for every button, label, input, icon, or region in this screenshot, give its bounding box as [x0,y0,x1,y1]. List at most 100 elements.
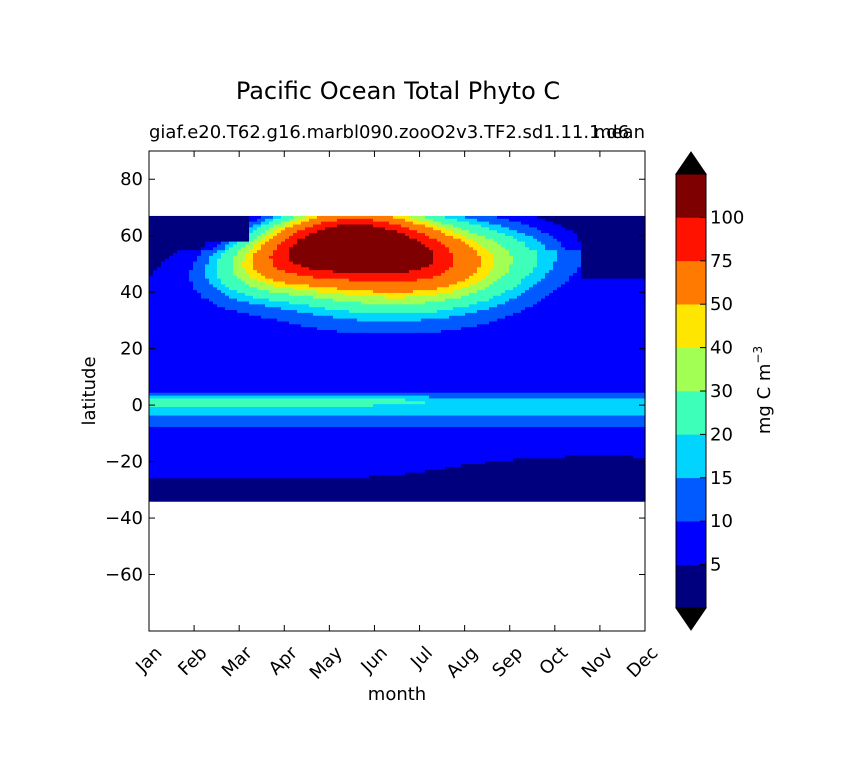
heatmap-cell [357,253,362,257]
heatmap-cell [541,218,546,223]
heatmap-cell [597,221,602,226]
heatmap-cell [549,287,554,291]
heatmap-cell [225,295,230,300]
heatmap-cell [213,241,218,246]
heatmap-cell [241,295,246,300]
heatmap-cell [217,238,222,243]
heatmap-cell [233,241,238,246]
heatmap-cell [289,284,294,288]
heatmap-cell [197,275,202,280]
heatmap-cell [629,267,634,271]
heatmap-cell [157,281,162,285]
heatmap-cell [461,250,466,254]
heatmap-cell [601,253,606,257]
heatmap-cell [529,278,534,283]
heatmap-cell [601,290,606,294]
heatmap-cell [437,275,442,280]
heatmap-cell [177,253,182,257]
heatmap-cell [593,250,598,254]
heatmap-cell [265,244,270,248]
heatmap-cell [369,244,374,248]
heatmap-cell [497,227,502,231]
heatmap-cell [157,298,162,303]
heatmap-cell [417,258,422,263]
heatmap-cell [497,290,502,294]
heatmap-cell [529,272,534,277]
heatmap-cell [457,290,462,294]
heatmap-cell [593,224,598,228]
heatmap-cell [533,253,538,257]
heatmap-cell [241,261,246,266]
heatmap-cell [569,284,574,288]
heatmap-cell [629,284,634,288]
heatmap-cell [433,215,438,220]
heatmap-cell [625,267,630,271]
heatmap-cell [241,255,246,260]
heatmap-cell [493,292,498,297]
heatmap-cell [489,227,494,231]
heatmap-cell [553,255,558,260]
heatmap-cell [173,281,178,285]
heatmap-cell [397,244,402,248]
heatmap-cell [189,287,194,291]
heatmap-cell [473,230,478,234]
heatmap-cell [445,287,450,291]
heatmap-cell [541,227,546,231]
heatmap-cell [385,250,390,254]
heatmap-cell [541,261,546,266]
heatmap-cell [357,233,362,237]
heatmap-cell [305,284,310,288]
heatmap-cell [585,253,590,257]
heatmap-cell [345,215,350,220]
heatmap-cell [473,218,478,223]
heatmap-cell [293,264,298,268]
heatmap-cell [157,261,162,266]
heatmap-cell [581,278,586,283]
heatmap-cell [265,247,270,251]
heatmap-cell [321,250,326,254]
heatmap-cell [417,275,422,280]
heatmap-cell [545,287,550,291]
heatmap-cell [501,215,506,220]
heatmap-cell [565,295,570,300]
heatmap-cell [625,292,630,297]
heatmap-cell [249,221,254,226]
heatmap-cell [173,238,178,243]
heatmap-cell [229,215,234,220]
heatmap-cell [357,255,362,260]
heatmap-cell [617,275,622,280]
heatmap-cell [625,264,630,268]
heatmap-cell [481,230,486,234]
chart-subtitle-run-name: giaf.e20.T62.g16.marbl090.zooO2v3.TF2.sd… [149,122,629,143]
heatmap-cell [585,221,590,226]
heatmap-cell [373,218,378,223]
heatmap-cell [445,281,450,285]
heatmap-cell [485,241,490,246]
heatmap-cell [561,278,566,283]
heatmap-cell [449,227,454,231]
heatmap-cell [409,238,414,243]
heatmap-cell [217,270,222,274]
heatmap-cell [193,270,198,274]
heatmap-cell [273,281,278,285]
heatmap-cell [569,267,574,271]
heatmap-cell [353,284,358,288]
heatmap-cell [257,287,262,291]
heatmap-cell [373,230,378,234]
heatmap-cell [257,278,262,283]
heatmap-cell [445,278,450,283]
heatmap-cell [505,275,510,280]
heatmap-cell [301,241,306,246]
heatmap-cell [625,261,630,266]
heatmap-cell [605,270,610,274]
heatmap-cell [473,278,478,283]
heatmap-cell [213,238,218,243]
heatmap-cell [277,230,282,234]
heatmap-cell [421,233,426,237]
heatmap-cell [289,287,294,291]
heatmap-cell [345,264,350,268]
heatmap-cell [561,250,566,254]
heatmap-cell [457,215,462,220]
heatmap-cell [393,272,398,277]
heatmap-cell [185,247,190,251]
